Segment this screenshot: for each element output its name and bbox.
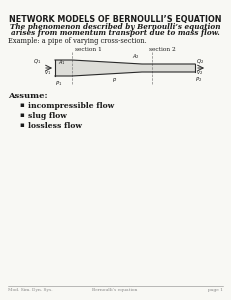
Text: page 1: page 1	[208, 288, 223, 292]
Text: ▪: ▪	[20, 102, 24, 108]
Text: ▪: ▪	[20, 122, 24, 128]
Text: Example: a pipe of varying cross-section.: Example: a pipe of varying cross-section…	[8, 37, 147, 45]
Text: $v_1$: $v_1$	[44, 69, 51, 77]
Text: arises from momentum transport due to mass flow.: arises from momentum transport due to ma…	[11, 29, 219, 37]
Text: $Q_2$: $Q_2$	[196, 57, 204, 66]
Text: $P_2$: $P_2$	[195, 75, 202, 84]
Text: Bernoulli’s equation: Bernoulli’s equation	[92, 288, 138, 292]
Text: Assume:: Assume:	[8, 92, 48, 100]
Polygon shape	[55, 60, 195, 76]
Text: $P_1$: $P_1$	[55, 79, 62, 88]
Text: section 1: section 1	[75, 47, 101, 52]
Text: $v_2$: $v_2$	[196, 69, 203, 77]
Text: $Q_1$: $Q_1$	[33, 57, 41, 66]
Text: The phenomenon described by Bernoulli’s equation: The phenomenon described by Bernoulli’s …	[10, 23, 220, 31]
Text: section 2: section 2	[149, 47, 175, 52]
Text: slug flow: slug flow	[28, 112, 67, 120]
Text: incompressible flow: incompressible flow	[28, 102, 114, 110]
Text: $p$: $p$	[112, 76, 118, 84]
Text: $A_2$: $A_2$	[132, 52, 140, 61]
Text: lossless flow: lossless flow	[28, 122, 82, 130]
Text: NETWORK MODELS OF BERNOULLI’S EQUATION: NETWORK MODELS OF BERNOULLI’S EQUATION	[9, 15, 221, 24]
Text: ▪: ▪	[20, 112, 24, 118]
Text: Mod. Sim. Dyn. Sys.: Mod. Sim. Dyn. Sys.	[8, 288, 53, 292]
Text: $A_1$: $A_1$	[58, 58, 66, 67]
